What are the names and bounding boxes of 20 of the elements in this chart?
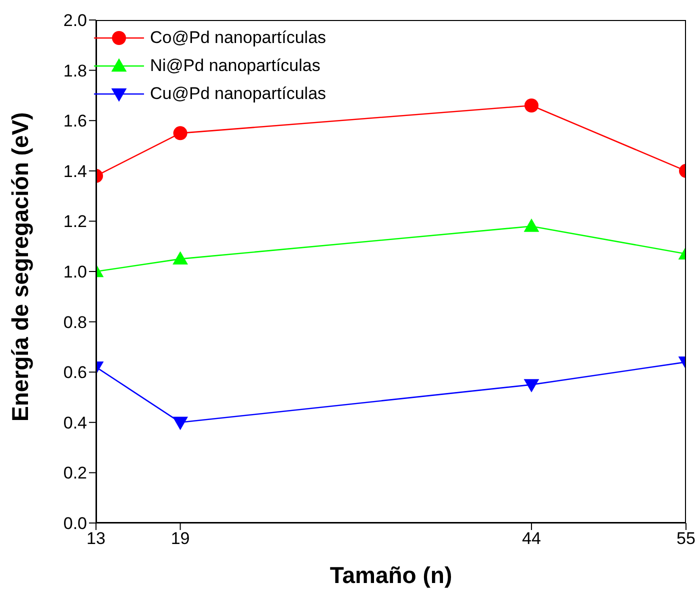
legend-label: Co@Pd nanopartículas: [150, 28, 326, 48]
x-tick-label: 44: [522, 529, 541, 548]
x-tick-label: 19: [170, 529, 190, 548]
y-tick-label: 2.0: [63, 11, 87, 30]
x-axis-title: Tamaño (n): [330, 562, 452, 588]
y-tick-label: 0.6: [63, 363, 87, 382]
y-tick-label: 0.8: [63, 312, 87, 332]
y-axis-title: Energía de segregación (eV): [7, 112, 34, 422]
y-tick-label: 1.2: [63, 212, 87, 232]
y-tick-label: 1.6: [63, 112, 87, 131]
legend-label: Ni@Pd nanopartículas: [150, 56, 320, 76]
y-tick-label: 0.2: [63, 464, 87, 483]
y-tick-label: 1.4: [63, 162, 87, 181]
legend-label: Cu@Pd nanopartículas: [150, 84, 326, 104]
x-tick-label: 13: [86, 529, 106, 548]
y-tick-label: 0.0: [63, 514, 87, 534]
y-tick-label: 1.8: [63, 61, 87, 80]
y-tick-label: 1.0: [63, 262, 87, 282]
y-tick-label: 0.4: [63, 413, 87, 432]
x-tick-label: 55: [676, 529, 696, 548]
